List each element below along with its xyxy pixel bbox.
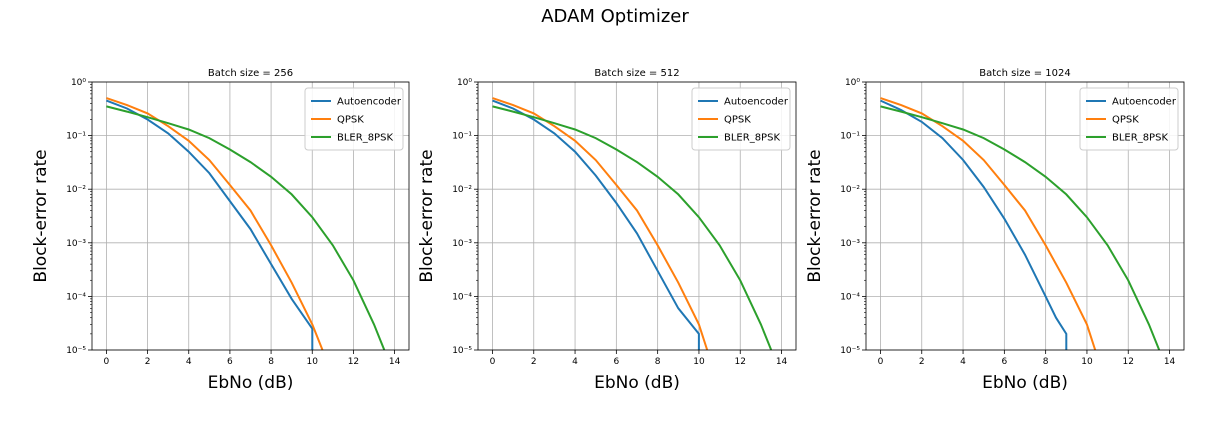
x-axis-label: EbNo (dB) <box>982 373 1068 393</box>
chart-panel-3: 0 2 4 6 8 10 12 14 10⁰ 10⁻¹ 10⁻² 10⁻³ 10⁻⁴ 10⁻⁵ Batch … <box>805 68 1185 393</box>
plot-frame <box>865 81 1185 351</box>
legend-label-bler-8psk: BLER_8PSK <box>1112 133 1168 144</box>
legend-box <box>304 87 404 151</box>
x-tick-label: 0 <box>104 357 110 367</box>
series-line-qpsk <box>492 97 709 350</box>
subplot-title: Batch size = 256 <box>208 68 293 79</box>
y-tick-label: 10⁻³ <box>452 239 472 249</box>
x-tick-label: 10 <box>307 357 319 367</box>
legend-box <box>1079 87 1179 151</box>
y-tick-label: 10⁻¹ <box>66 132 86 142</box>
x-tick-label: 12 <box>348 357 359 367</box>
x-tick-label: 4 <box>572 357 578 367</box>
legend: Autoencoder QPSK BLER_8PSK <box>1079 87 1179 151</box>
x-tick-label: 4 <box>186 357 192 367</box>
y-tick-label: 10⁻⁵ <box>840 346 860 356</box>
y-tick-label: 10⁰ <box>457 78 472 88</box>
y-tick-label: 10⁻⁴ <box>66 292 86 302</box>
y-tick-label: 10⁻⁴ <box>840 292 860 302</box>
legend-label-qpsk: QPSK <box>724 115 751 126</box>
x-tick-label: 14 <box>776 357 788 367</box>
y-tick-label: 10⁻³ <box>840 239 860 249</box>
series-line-qpsk <box>106 97 324 350</box>
y-tick-label: 10⁻² <box>66 185 86 195</box>
legend-label-autoencoder: Autoencoder <box>724 97 789 108</box>
y-tick-label: 10⁻² <box>452 185 472 195</box>
x-tick-label: 2 <box>531 357 537 367</box>
y-tick-label: 10⁻² <box>840 185 860 195</box>
x-axis-label: EbNo (dB) <box>594 373 680 393</box>
x-tick-label: 2 <box>145 357 151 367</box>
series-line-bler-8psk <box>492 105 773 350</box>
x-axis-label: EbNo (dB) <box>208 373 294 393</box>
x-tick-label: 0 <box>490 357 496 367</box>
series-line-autoencoder <box>492 99 700 350</box>
x-tick-label: 12 <box>1123 357 1134 367</box>
x-tick-label: 14 <box>1164 357 1176 367</box>
legend-label-qpsk: QPSK <box>1112 115 1139 126</box>
legend-label-autoencoder: Autoencoder <box>1112 97 1177 108</box>
legend-label-qpsk: QPSK <box>337 115 364 126</box>
y-axis-label: Block-error rate <box>805 149 825 282</box>
legend-label-autoencoder: Autoencoder <box>337 97 402 108</box>
subplot-title: Batch size = 1024 <box>979 68 1071 79</box>
y-axis-label: Block-error rate <box>417 149 437 282</box>
series-line-autoencoder <box>106 99 314 350</box>
x-tick-label: 6 <box>613 357 619 367</box>
y-tick-label: 10⁻⁴ <box>452 292 472 302</box>
x-tick-label: 4 <box>960 357 966 367</box>
x-tick-label: 2 <box>919 357 925 367</box>
chart-panel-1: 0 2 4 6 8 10 12 14 10⁰ 10⁻¹ 10⁻² 10⁻³ 10⁻⁴ 10⁻⁵ Batch … <box>31 68 410 393</box>
y-tick-label: 10⁰ <box>845 78 860 88</box>
x-tick-label: 6 <box>1001 357 1007 367</box>
x-tick-label: 6 <box>227 357 233 367</box>
series-line-qpsk <box>880 97 1097 350</box>
x-tick-label: 10 <box>693 357 705 367</box>
legend-label-bler-8psk: BLER_8PSK <box>337 133 393 144</box>
chart-panel-2: 0 2 4 6 8 10 12 14 10⁰ 10⁻¹ 10⁻² 10⁻³ 10⁻⁴ 10⁻⁵ Batch … <box>417 68 797 393</box>
subplot-title: Batch size = 512 <box>594 68 679 79</box>
y-axis-label: Block-error rate <box>31 149 51 282</box>
plot-frame <box>91 81 410 351</box>
x-tick-label: 10 <box>1081 357 1093 367</box>
y-tick-label: 10⁰ <box>71 78 86 88</box>
series-line-autoencoder <box>880 99 1068 350</box>
x-tick-label: 14 <box>389 357 401 367</box>
plot-frame <box>477 81 797 351</box>
x-tick-label: 8 <box>268 357 274 367</box>
x-tick-label: 8 <box>1043 357 1049 367</box>
y-tick-label: 10⁻⁵ <box>452 346 472 356</box>
y-tick-label: 10⁻³ <box>66 239 86 249</box>
x-tick-label: 0 <box>878 357 884 367</box>
y-tick-label: 10⁻¹ <box>452 132 472 142</box>
legend: Autoencoder QPSK BLER_8PSK <box>691 87 791 151</box>
legend: Autoencoder QPSK BLER_8PSK <box>304 87 404 151</box>
legend-box <box>691 87 791 151</box>
y-tick-label: 10⁻¹ <box>840 132 860 142</box>
y-tick-label: 10⁻⁵ <box>66 346 86 356</box>
x-tick-label: 12 <box>735 357 746 367</box>
series-line-bler-8psk <box>106 105 386 350</box>
figure-title: ADAM Optimizer <box>541 6 689 27</box>
series-line-bler-8psk <box>880 105 1161 350</box>
x-tick-label: 8 <box>655 357 661 367</box>
legend-label-bler-8psk: BLER_8PSK <box>724 133 780 144</box>
